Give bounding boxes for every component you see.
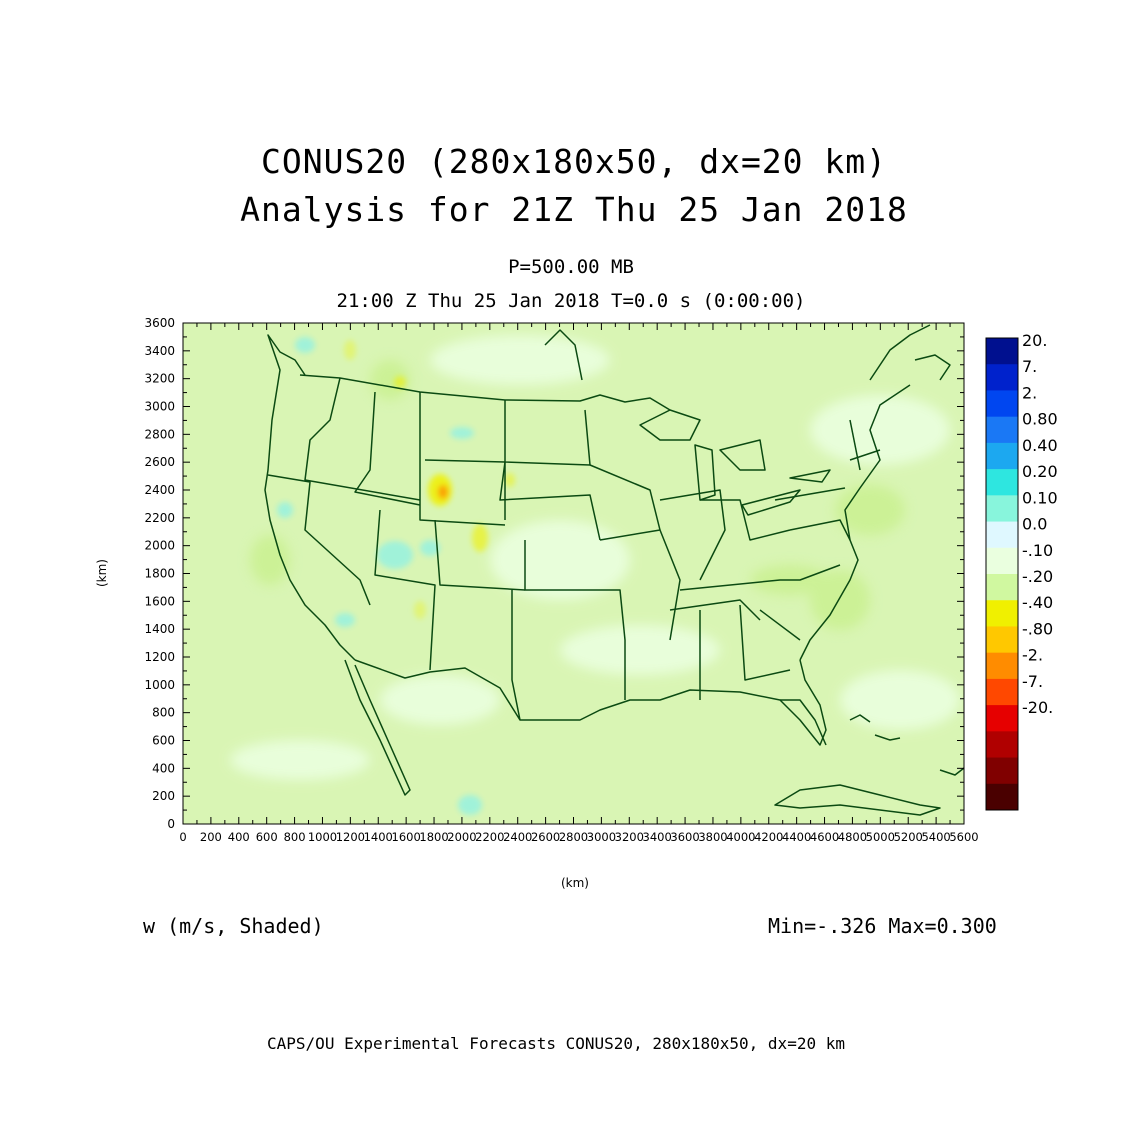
- colorbar-swatch-16: [986, 757, 1018, 785]
- y-axis: 0 200 400 600 800 1000 1200 1400 1600 1800 2000 220…: [144, 316, 964, 831]
- colorbar-swatch-5: [986, 469, 1018, 496]
- x-tick-label-18: 3600: [670, 830, 699, 844]
- y-tick-label-5: 1000: [144, 678, 175, 692]
- colorbar-label-14: -20.: [1022, 698, 1053, 717]
- x-tick-label-7: 1400: [364, 830, 393, 844]
- colorbar-swatch-1: [986, 364, 1018, 391]
- colorbar-frame: [985, 337, 1019, 811]
- colorbar-label-13: -7.: [1022, 672, 1043, 691]
- x-tick-label-9: 1800: [419, 830, 448, 844]
- y-tick-label-7: 1400: [144, 622, 175, 636]
- colorbar-swatch-12: [986, 652, 1018, 680]
- x-tick-label-12: 2400: [503, 830, 532, 844]
- x-tick-label-14: 2800: [559, 830, 588, 844]
- colorbar-label-9: -.20: [1022, 567, 1053, 586]
- min-max-label: Min=-.326 Max=0.300: [768, 914, 997, 938]
- variable-label: w (m/s, Shaded): [143, 914, 324, 938]
- x-tick-label-10: 2000: [447, 830, 476, 844]
- colorbar-swatch-13: [986, 678, 1018, 706]
- y-tick-label-13: 2600: [144, 455, 175, 469]
- y-tick-label-9: 1800: [144, 567, 175, 581]
- field-shading: [230, 324, 964, 816]
- y-tick-label-11: 2200: [144, 511, 175, 525]
- valid-time-label: 21:00 Z Thu 25 Jan 2018 T=0.0 s (0:00:00…: [336, 290, 806, 312]
- y-tick-label-10: 2000: [144, 539, 175, 553]
- colorbar-swatch-10: [986, 600, 1018, 627]
- colorbar-swatch-9: [986, 574, 1018, 601]
- colorbar-swatch-14: [986, 705, 1018, 732]
- y-tick-label-1: 200: [152, 789, 175, 803]
- x-tick-label-19: 3800: [698, 830, 727, 844]
- x-tick-label-6: 1200: [336, 830, 365, 844]
- colorbar-label-6: 0.10: [1022, 488, 1058, 507]
- y-tick-label-3: 600: [152, 734, 175, 748]
- colorbar-label-8: -.10: [1022, 541, 1053, 560]
- colorbar-label-12: -2.: [1022, 646, 1043, 665]
- y-tick-label-0: 0: [167, 817, 175, 831]
- x-tick-label-16: 3200: [615, 830, 644, 844]
- colorbar-label-4: 0.40: [1022, 436, 1058, 455]
- x-tick-label-22: 4400: [782, 830, 811, 844]
- credit-line: CAPS/OU Experimental Forecasts CONUS20, …: [267, 1034, 845, 1053]
- y-tick-label-16: 3200: [144, 372, 175, 386]
- x-tick-label-17: 3400: [643, 830, 672, 844]
- y-tick-label-17: 3400: [144, 344, 175, 358]
- colorbar-swatch-7: [986, 521, 1018, 549]
- plot-area: [182, 322, 965, 825]
- x-axis: 0 200 400 600 800 100012001400160018002000220…: [179, 323, 979, 844]
- x-tick-label-3: 600: [256, 830, 278, 844]
- x-tick-label-15: 3000: [587, 830, 616, 844]
- y-tick-label-14: 2800: [144, 427, 175, 441]
- colorbar-label-0: 20.: [1022, 331, 1047, 350]
- colorbar-label-5: 0.20: [1022, 462, 1058, 481]
- colorbar-label-7: 0.0: [1022, 515, 1047, 534]
- x-tick-label-25: 5000: [866, 830, 895, 844]
- y-tick-label-4: 800: [152, 706, 175, 720]
- x-tick-label-28: 5600: [949, 830, 978, 844]
- colorbar-label-2: 2.: [1022, 383, 1037, 402]
- x-tick-label-11: 2200: [475, 830, 504, 844]
- y-tick-label-12: 2400: [144, 483, 175, 497]
- y-tick-label-18: 3600: [144, 316, 175, 330]
- x-tick-label-20: 4000: [726, 830, 755, 844]
- colorbar-swatch-11: [986, 626, 1018, 654]
- x-tick-label-5: 1000: [308, 830, 337, 844]
- y-axis-label: (km): [95, 559, 109, 587]
- x-tick-label-13: 2600: [531, 830, 560, 844]
- colorbar-swatch-6: [986, 495, 1018, 523]
- y-tick-label-2: 400: [152, 761, 175, 775]
- colorbar-swatch-15: [986, 731, 1018, 759]
- chart-subtitle: Analysis for 21Z Thu 25 Jan 2018: [240, 190, 908, 229]
- y-tick-label-6: 1200: [144, 650, 175, 664]
- colorbar-swatch-0: [986, 338, 1018, 365]
- colorbar-swatch-3: [986, 416, 1018, 444]
- colorbar-swatch-4: [986, 442, 1018, 470]
- x-tick-label-26: 5200: [894, 830, 923, 844]
- x-tick-label-2: 400: [228, 830, 250, 844]
- x-tick-label-27: 5400: [921, 830, 950, 844]
- colorbar-label-1: 7.: [1022, 357, 1037, 376]
- x-tick-label-0: 0: [179, 830, 186, 844]
- colorbar-swatch-2: [986, 390, 1018, 418]
- x-tick-label-21: 4200: [754, 830, 783, 844]
- x-tick-label-8: 1600: [392, 830, 421, 844]
- y-tick-label-15: 3000: [144, 400, 175, 414]
- x-tick-label-23: 4600: [810, 830, 839, 844]
- chart-title: CONUS20 (280x180x50, dx=20 km): [260, 142, 888, 181]
- x-axis-label: (km): [561, 876, 589, 890]
- x-tick-label-24: 4800: [838, 830, 867, 844]
- x-tick-label-4: 800: [284, 830, 306, 844]
- x-tick-label-1: 200: [200, 830, 222, 844]
- y-tick-label-8: 1600: [144, 594, 175, 608]
- map-boundaries: [264, 324, 964, 816]
- pressure-level-label: P=500.00 MB: [508, 256, 634, 278]
- colorbar-swatch-17: [986, 783, 1018, 811]
- colorbar-swatch-8: [986, 547, 1018, 575]
- colorbar: 20. 7. 2. 0.80 0.40 0.20 0.10 0.0 -.10 -.20 -.40 -.…: [985, 331, 1058, 811]
- colorbar-label-10: -.40: [1022, 593, 1053, 612]
- colorbar-label-11: -.80: [1022, 619, 1053, 638]
- colorbar-label-3: 0.80: [1022, 410, 1058, 429]
